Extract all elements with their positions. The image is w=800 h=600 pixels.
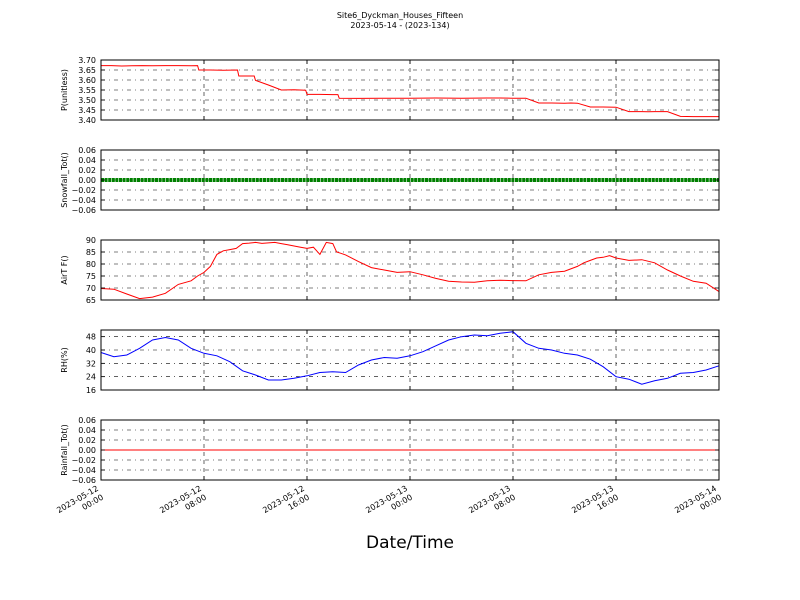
y-tick-label: 0.02 — [78, 436, 96, 445]
y-axis-label: Snowfall_Tot() — [60, 152, 69, 208]
y-tick-label: −0.04 — [71, 196, 96, 205]
y-tick-label: 3.45 — [78, 106, 96, 115]
y-axis-label: P(unitless) — [60, 69, 69, 111]
chart-title: Site6_Dyckman_Houses_Fifteen — [336, 11, 464, 20]
x-tick-label: 2023-05-1216:00 — [261, 484, 311, 524]
y-tick-label: −0.06 — [71, 206, 96, 215]
series-line — [101, 65, 719, 118]
y-tick-label: 0.00 — [78, 446, 96, 455]
x-axis-label: Date/Time — [366, 533, 454, 553]
x-tick-label: 2023-05-1316:00 — [570, 484, 620, 524]
y-tick-label: 0.04 — [78, 426, 96, 435]
y-axis-label: Rainfall_Tot() — [60, 424, 69, 476]
y-tick-label: 3.50 — [78, 96, 96, 105]
x-tick-label: 2023-05-1200:00 — [55, 484, 105, 524]
y-tick-label: 3.65 — [78, 66, 96, 75]
y-tick-label: −0.06 — [71, 476, 96, 485]
y-tick-label: −0.02 — [71, 186, 96, 195]
y-tick-label: 65 — [86, 296, 96, 305]
x-tick-label: 2023-05-1208:00 — [158, 484, 208, 524]
y-tick-label: 85 — [86, 248, 96, 257]
y-tick-label: 0.00 — [78, 176, 96, 185]
y-tick-label: 0.04 — [78, 156, 96, 165]
y-tick-label: 75 — [86, 272, 96, 281]
x-tick-label: 2023-05-1308:00 — [467, 484, 517, 524]
x-tick-label: 2023-05-1400:00 — [673, 484, 723, 524]
series-line — [100, 331, 720, 385]
y-tick-label: 32 — [86, 359, 96, 368]
y-tick-label: 40 — [86, 346, 96, 355]
x-tick-label: 2023-05-1300:00 — [364, 484, 414, 524]
y-tick-label: 3.60 — [78, 76, 96, 85]
y-tick-label: 3.55 — [78, 86, 96, 95]
y-tick-label: 0.06 — [78, 146, 96, 155]
y-tick-label: 90 — [86, 236, 96, 245]
y-tick-label: 3.70 — [78, 56, 96, 65]
series-line — [100, 241, 720, 300]
y-tick-label: 0.06 — [78, 416, 96, 425]
y-tick-label: −0.02 — [71, 456, 96, 465]
chart-subtitle: 2023-05-14 - (2023-134) — [350, 21, 450, 30]
y-tick-label: −0.04 — [71, 466, 96, 475]
y-tick-label: 48 — [86, 333, 96, 342]
y-tick-label: 70 — [86, 284, 96, 293]
y-tick-label: 80 — [86, 260, 96, 269]
y-axis-label: AirT F() — [60, 255, 69, 284]
y-tick-label: 3.40 — [78, 116, 96, 125]
y-tick-label: 0.02 — [78, 166, 96, 175]
y-axis-label: RH(%) — [60, 347, 69, 372]
y-tick-label: 16 — [86, 386, 96, 395]
y-tick-label: 24 — [86, 373, 96, 382]
